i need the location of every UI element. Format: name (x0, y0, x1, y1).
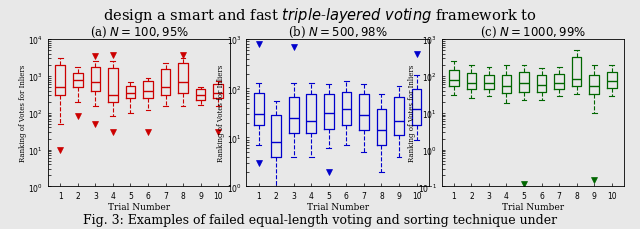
Title: (a) $N = 100, 95\%$: (a) $N = 100, 95\%$ (90, 25, 189, 40)
Text: Fig. 3: Examples of failed equal-length voting and sorting technique under: Fig. 3: Examples of failed equal-length … (83, 213, 557, 226)
X-axis label: Trial Number: Trial Number (108, 202, 170, 211)
Y-axis label: Ranking of Votes for Inliers: Ranking of Votes for Inliers (19, 65, 27, 162)
Text: design a smart and fast $\it{triple}$-$\it{layered}$ $\it{voting}$ framework to: design a smart and fast $\it{triple}$-$\… (103, 6, 537, 25)
Title: (b) $N = 500, 98\%$: (b) $N = 500, 98\%$ (288, 25, 387, 40)
Title: (c) $N = 1000, 99\%$: (c) $N = 1000, 99\%$ (480, 25, 586, 40)
X-axis label: Trial Number: Trial Number (502, 202, 564, 211)
Y-axis label: Ranking of Votes for Inliers: Ranking of Votes for Inliers (408, 65, 416, 162)
Y-axis label: Ranking of Votes for Inliers: Ranking of Votes for Inliers (217, 65, 225, 162)
X-axis label: Trial Number: Trial Number (307, 202, 369, 211)
